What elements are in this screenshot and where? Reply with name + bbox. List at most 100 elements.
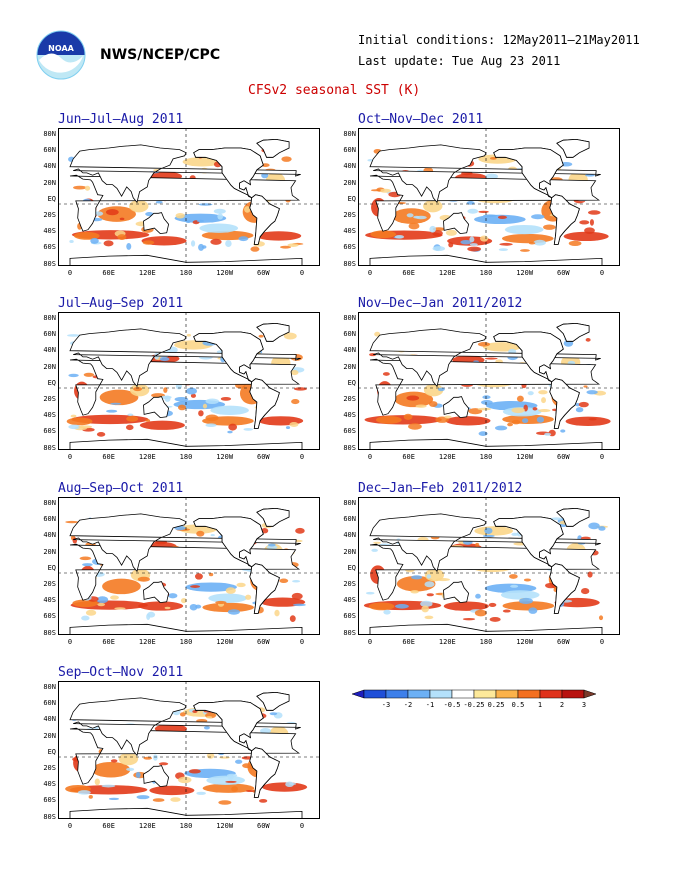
sst-anomaly-map xyxy=(58,681,320,819)
lat-tick-label: 60N xyxy=(43,330,56,339)
continent-outline xyxy=(256,138,290,158)
anomaly-region xyxy=(149,785,195,796)
colorbar-segment xyxy=(473,689,497,699)
anomaly-speck xyxy=(420,600,433,607)
anomaly-speck xyxy=(394,235,405,239)
anomaly-speck xyxy=(259,798,268,803)
lon-tick-label: 120W xyxy=(516,269,534,277)
lon-tick-label: 120E xyxy=(438,269,456,277)
lon-tick-label: 60W xyxy=(557,638,570,646)
sst-anomaly-map xyxy=(358,128,620,266)
lat-tick-label: 80S xyxy=(343,259,356,268)
colorbar-segment xyxy=(495,689,519,699)
lat-tick-label: 80N xyxy=(43,314,56,322)
anomaly-region xyxy=(202,783,255,793)
anomaly-speck xyxy=(168,593,178,599)
anomaly-speck xyxy=(485,173,499,180)
continent-outline xyxy=(493,147,564,199)
lat-tick-label: 60S xyxy=(343,243,356,252)
anomaly-speck xyxy=(225,780,237,783)
anomaly-speck xyxy=(82,563,93,567)
anomaly-speck xyxy=(289,615,296,623)
anomaly-region xyxy=(118,752,139,766)
colorbar-label: 2 xyxy=(560,701,564,709)
lat-tick-label: 60N xyxy=(343,330,356,339)
anomaly-speck xyxy=(105,209,119,216)
anomaly-speck xyxy=(119,217,125,221)
svg-text:NOAA: NOAA xyxy=(48,44,74,53)
anomaly-region xyxy=(396,575,436,592)
continent-outline xyxy=(369,328,601,388)
lat-tick-label: 80S xyxy=(43,443,56,452)
lat-tick-label: 20S xyxy=(43,580,56,588)
anomaly-speck xyxy=(411,575,423,580)
anomaly-speck xyxy=(152,798,165,802)
anomaly-speck xyxy=(477,407,492,411)
anomaly-speck xyxy=(202,403,208,409)
anomaly-speck xyxy=(489,617,501,622)
lat-tick-label: 20S xyxy=(43,395,56,403)
anomaly-speck xyxy=(227,430,233,434)
anomaly-region xyxy=(443,601,489,611)
colorbar-label: -2 xyxy=(404,701,412,709)
anomaly-speck xyxy=(494,425,508,431)
lon-tick-label: 120W xyxy=(516,453,534,461)
anomaly-region xyxy=(139,420,185,430)
continent-outline xyxy=(369,144,601,204)
lon-tick-label: 60W xyxy=(557,453,570,461)
anomaly-region xyxy=(102,578,141,595)
anomaly-speck xyxy=(291,592,303,600)
lon-tick-label: 120W xyxy=(216,822,234,830)
lon-tick-label: 0 xyxy=(67,822,73,830)
anomaly-speck xyxy=(575,402,580,407)
anomaly-region xyxy=(202,602,254,613)
anomaly-speck xyxy=(194,573,203,580)
lat-tick-label: EQ xyxy=(47,194,56,203)
continent-outline xyxy=(369,513,601,573)
anomaly-speck xyxy=(531,214,545,220)
anomaly-speck xyxy=(125,424,134,431)
continent-outline xyxy=(69,438,303,450)
anomaly-speck xyxy=(136,795,150,800)
anomaly-speck xyxy=(110,595,119,600)
anomaly-speck xyxy=(127,413,134,416)
lat-tick-label: 20N xyxy=(343,547,356,556)
anomaly-speck xyxy=(178,776,192,784)
lon-tick-label: 120W xyxy=(216,453,234,461)
anomaly-speck xyxy=(279,245,292,249)
lat-tick-label: 80S xyxy=(343,443,356,452)
anomaly-speck xyxy=(188,769,201,774)
anomaly-speck xyxy=(511,532,519,536)
colorbar-label: -3 xyxy=(382,701,390,709)
anomaly-speck xyxy=(196,791,206,795)
lat-tick-label: 80N xyxy=(343,314,356,322)
anomaly-speck xyxy=(186,333,191,337)
anomaly-speck xyxy=(114,607,126,610)
anomaly-speck xyxy=(482,395,491,400)
lat-tick-label: 40S xyxy=(43,780,56,789)
lat-tick-label: 60N xyxy=(43,515,56,524)
anomaly-speck xyxy=(217,213,224,220)
anomaly-speck xyxy=(143,756,153,760)
anomaly-speck xyxy=(208,572,214,577)
lat-tick-label: 40S xyxy=(43,227,56,236)
anomaly-speck xyxy=(483,214,497,217)
anomaly-speck xyxy=(126,242,132,250)
anomaly-speck xyxy=(424,615,434,620)
anomaly-speck xyxy=(511,407,525,414)
anomaly-region xyxy=(501,233,554,244)
anomaly-speck xyxy=(588,522,600,530)
lat-tick-label: 40S xyxy=(43,596,56,605)
anomaly-speck xyxy=(269,712,278,716)
lat-tick-label: 40S xyxy=(343,227,356,236)
anomaly-speck xyxy=(285,426,291,429)
lat-tick-label: 40N xyxy=(43,715,56,724)
anomaly-speck xyxy=(475,542,480,547)
lon-tick-label: 60E xyxy=(402,453,415,461)
lat-tick-label: 20N xyxy=(43,178,56,187)
lat-tick-label: 40N xyxy=(43,531,56,540)
anomaly-speck xyxy=(475,593,481,599)
lon-tick-label: 0 xyxy=(299,269,305,277)
anomaly-region xyxy=(208,593,247,603)
anomaly-region xyxy=(206,775,246,785)
